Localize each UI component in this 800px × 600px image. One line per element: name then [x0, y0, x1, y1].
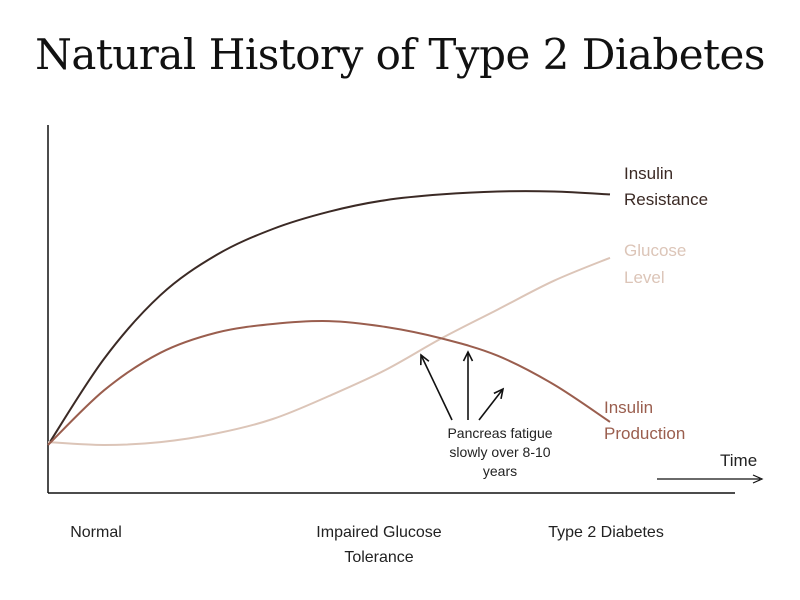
- insulin-resistance-line: [47, 190, 611, 446]
- glucose-level-label-line: Level: [624, 268, 665, 287]
- insulin-production-label-line: Insulin: [604, 398, 653, 417]
- insulin-production-label-line: Production: [604, 424, 685, 443]
- insulin-resistance-label: Insulin Resistance: [624, 164, 708, 209]
- pancreas-fatigue-annotation: Pancreas fatigue slowly over 8-10 years: [447, 425, 552, 479]
- phase-normal-label: Normal: [70, 524, 122, 541]
- annotation-arrowhead-icon: [462, 350, 474, 362]
- glucose-level-label-line: Glucose: [624, 241, 686, 260]
- annotation-arrowhead-icon: [493, 387, 505, 400]
- insulin-production-line: [47, 320, 611, 446]
- glucose-level-label: Glucose Level: [624, 241, 686, 287]
- time-arrow-head-icon: [752, 474, 764, 484]
- annotation-arrow: [420, 354, 453, 421]
- x-axis-label: Time: [720, 451, 757, 470]
- annotation-arrow: [478, 388, 504, 421]
- chart-title: Natural History of Type 2 Diabetes: [35, 30, 765, 79]
- insulin-resistance-label-line: Resistance: [624, 190, 708, 209]
- glucose-level-line: [47, 256, 611, 447]
- phase-impaired-glucose-tolerance-label: Impaired Glucose Tolerance: [316, 524, 441, 566]
- phase-type-2-diabetes-label: Type 2 Diabetes: [548, 524, 664, 541]
- insulin-resistance-label-line: Insulin: [624, 164, 673, 183]
- annotation-arrowhead-icon: [420, 353, 430, 366]
- insulin-production-label: Insulin Production: [604, 398, 685, 443]
